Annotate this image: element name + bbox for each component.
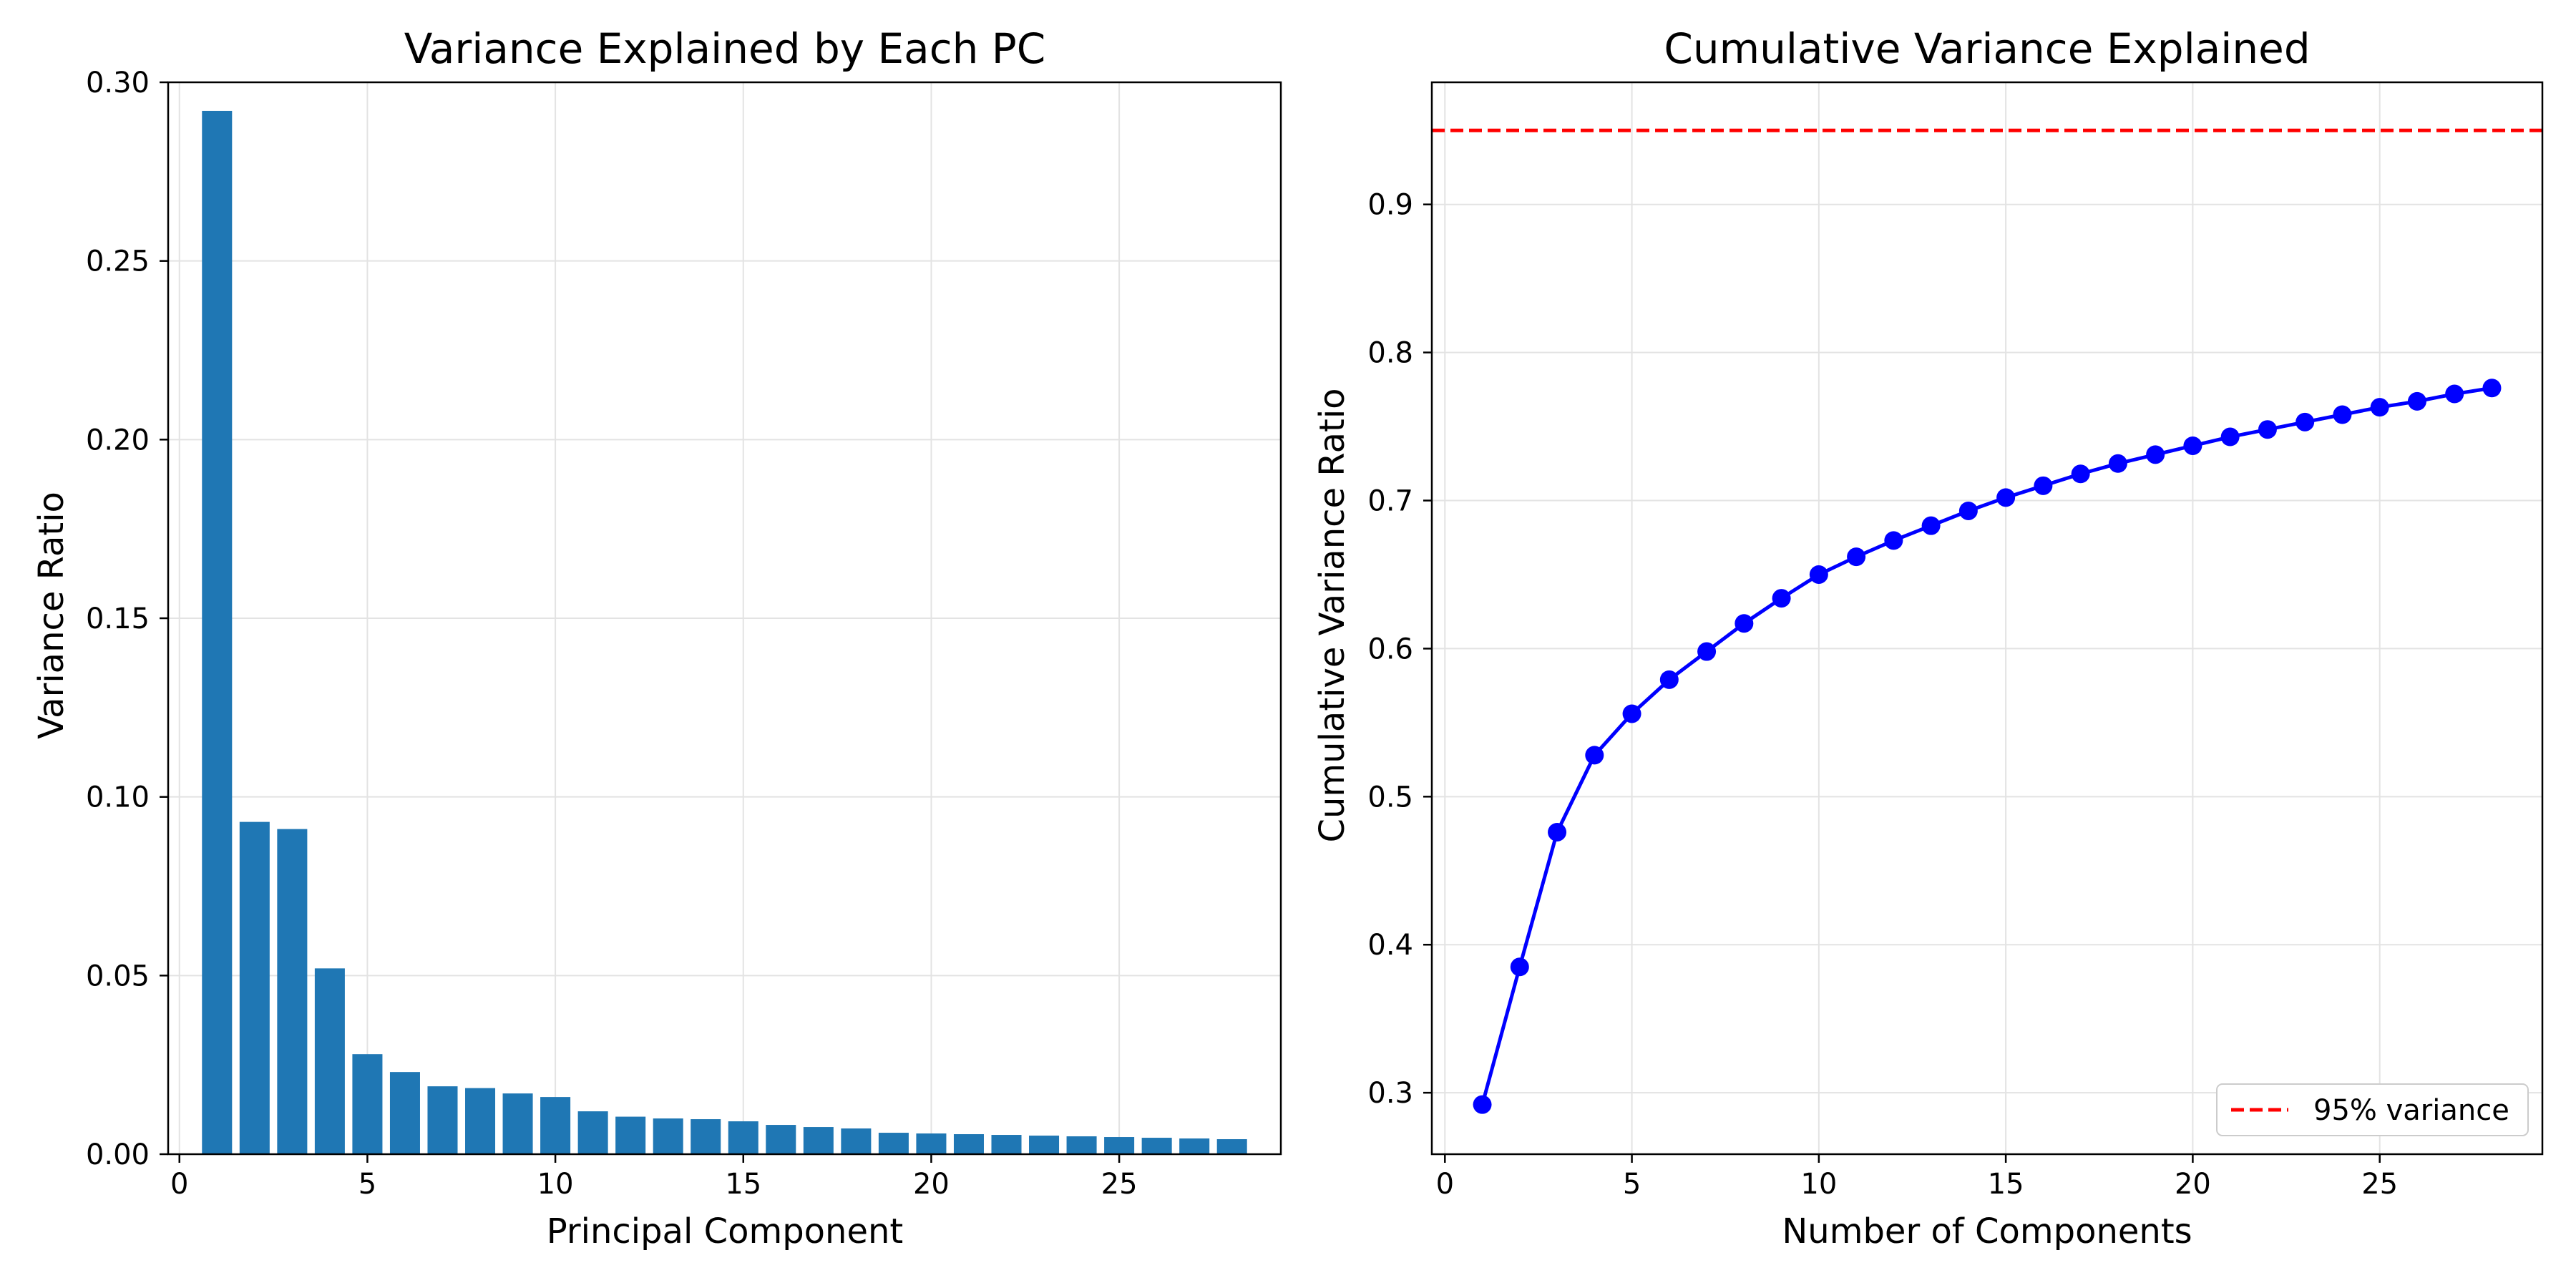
bar-pc-6 <box>389 1072 420 1154</box>
bar-pc-14 <box>691 1119 721 1154</box>
point-27 <box>2445 384 2464 404</box>
bar-pc-22 <box>991 1135 1022 1154</box>
y-tick-label: 0.4 <box>1367 929 1413 962</box>
point-4 <box>1585 746 1604 765</box>
bar-pc-20 <box>916 1133 947 1154</box>
y-tick-label: 0.05 <box>86 960 150 992</box>
x-tick-label: 10 <box>1800 1168 1837 1201</box>
bar-pc-18 <box>841 1128 872 1154</box>
legend: 95% variance <box>2216 1083 2529 1136</box>
cumulative-variance-chart: 0 5 10 15 20 25 0.3 0.4 0.5 0.6 0.7 0.8 0.9 Cumulati… <box>1312 24 2544 1252</box>
point-18 <box>2108 454 2127 473</box>
x-tick-label: 0 <box>1436 1168 1454 1201</box>
point-5 <box>1622 704 1641 723</box>
y-tick-label: 0.30 <box>86 67 150 99</box>
bar-pc-12 <box>615 1116 646 1154</box>
point-25 <box>2370 398 2389 417</box>
bar-pc-25 <box>1104 1137 1135 1154</box>
cumulative-series-line <box>1480 386 2492 1106</box>
bar-pc-28 <box>1216 1139 1247 1154</box>
point-13 <box>1921 516 1941 535</box>
bar-pc-1 <box>202 110 233 1155</box>
point-23 <box>2296 412 2315 431</box>
bar-pc-15 <box>728 1121 758 1154</box>
bar-pc-27 <box>1179 1138 1210 1154</box>
y-tick-label: 0.25 <box>86 245 150 278</box>
legend-label: 95% variance <box>2313 1094 2509 1127</box>
bar-pc-19 <box>878 1133 909 1154</box>
y-tick-label: 0.20 <box>86 424 150 457</box>
bar-pc-24 <box>1066 1136 1097 1154</box>
point-26 <box>2407 391 2426 411</box>
bar-pc-9 <box>502 1093 533 1154</box>
bar-pc-17 <box>803 1127 834 1154</box>
x-tick-label: 10 <box>537 1168 574 1201</box>
x-tick-label: 5 <box>1623 1168 1641 1201</box>
legend-box <box>2216 1083 2529 1136</box>
point-21 <box>2220 427 2240 447</box>
point-12 <box>1884 531 1903 550</box>
x-tick-label: 25 <box>1101 1168 1138 1201</box>
point-9 <box>1772 589 1791 608</box>
bar-pc-3 <box>277 829 308 1154</box>
bar-pc-8 <box>465 1088 496 1154</box>
x-tick-label: 0 <box>170 1168 188 1201</box>
point-15 <box>1996 488 2016 507</box>
point-24 <box>2333 405 2352 424</box>
point-1 <box>1473 1095 1492 1114</box>
bar-pc-10 <box>540 1097 571 1154</box>
point-3 <box>1548 822 1567 841</box>
bar-pc-16 <box>766 1125 796 1154</box>
chart-title: Variance Explained by Each PC <box>404 24 1046 73</box>
bar-pc-23 <box>1029 1136 1060 1154</box>
bar-pc-2 <box>239 821 270 1154</box>
y-tick-label: 0.3 <box>1367 1077 1413 1110</box>
y-tick-label: 0.00 <box>86 1138 150 1171</box>
bar-pc-5 <box>352 1054 383 1154</box>
point-17 <box>2071 464 2090 484</box>
bar-pc-13 <box>653 1118 683 1154</box>
plot-frame <box>1430 81 2544 1156</box>
x-axis-label: Number of Components <box>1782 1211 2192 1252</box>
y-tick-label: 0.8 <box>1367 337 1413 370</box>
y-tick-label: 0.5 <box>1367 781 1413 814</box>
bar-pc-26 <box>1141 1138 1172 1154</box>
point-11 <box>1847 547 1866 567</box>
point-19 <box>2146 445 2165 464</box>
variance-bar-chart: 0 5 10 15 20 25 0.00 0.05 0.10 0.15 0.20 0.25 0.30 V… <box>31 24 1282 1252</box>
bar-pc-21 <box>953 1134 984 1154</box>
point-16 <box>2034 476 2053 495</box>
point-10 <box>1809 565 1828 584</box>
point-8 <box>1735 614 1754 633</box>
point-28 <box>2482 379 2502 398</box>
x-tick-label: 25 <box>2361 1168 2398 1201</box>
x-tick-label: 20 <box>2175 1168 2211 1201</box>
point-2 <box>1510 957 1529 977</box>
chart-title: Cumulative Variance Explained <box>1664 24 2310 73</box>
x-tick-label: 5 <box>358 1168 376 1201</box>
x-axis-label: Principal Component <box>547 1211 903 1252</box>
x-tick-label: 15 <box>725 1168 761 1201</box>
x-tick-label: 15 <box>1988 1168 2024 1201</box>
y-tick-label: 0.15 <box>86 602 150 635</box>
bar-pc-7 <box>427 1086 458 1154</box>
bar-pc-11 <box>577 1111 608 1154</box>
point-22 <box>2258 420 2277 439</box>
y-tick-label: 0.7 <box>1367 485 1413 518</box>
point-20 <box>2183 436 2202 455</box>
y-axis-label: Cumulative Variance Ratio <box>1312 388 1352 842</box>
y-tick-label: 0.10 <box>86 781 150 814</box>
point-7 <box>1697 642 1717 661</box>
point-6 <box>1659 670 1679 689</box>
point-14 <box>1958 501 1978 520</box>
y-axis-label: Variance Ratio <box>31 492 72 739</box>
bar-pc-4 <box>314 968 345 1154</box>
y-tick-label: 0.9 <box>1367 189 1413 222</box>
x-tick-label: 20 <box>913 1168 950 1201</box>
y-tick-label: 0.6 <box>1367 633 1413 665</box>
